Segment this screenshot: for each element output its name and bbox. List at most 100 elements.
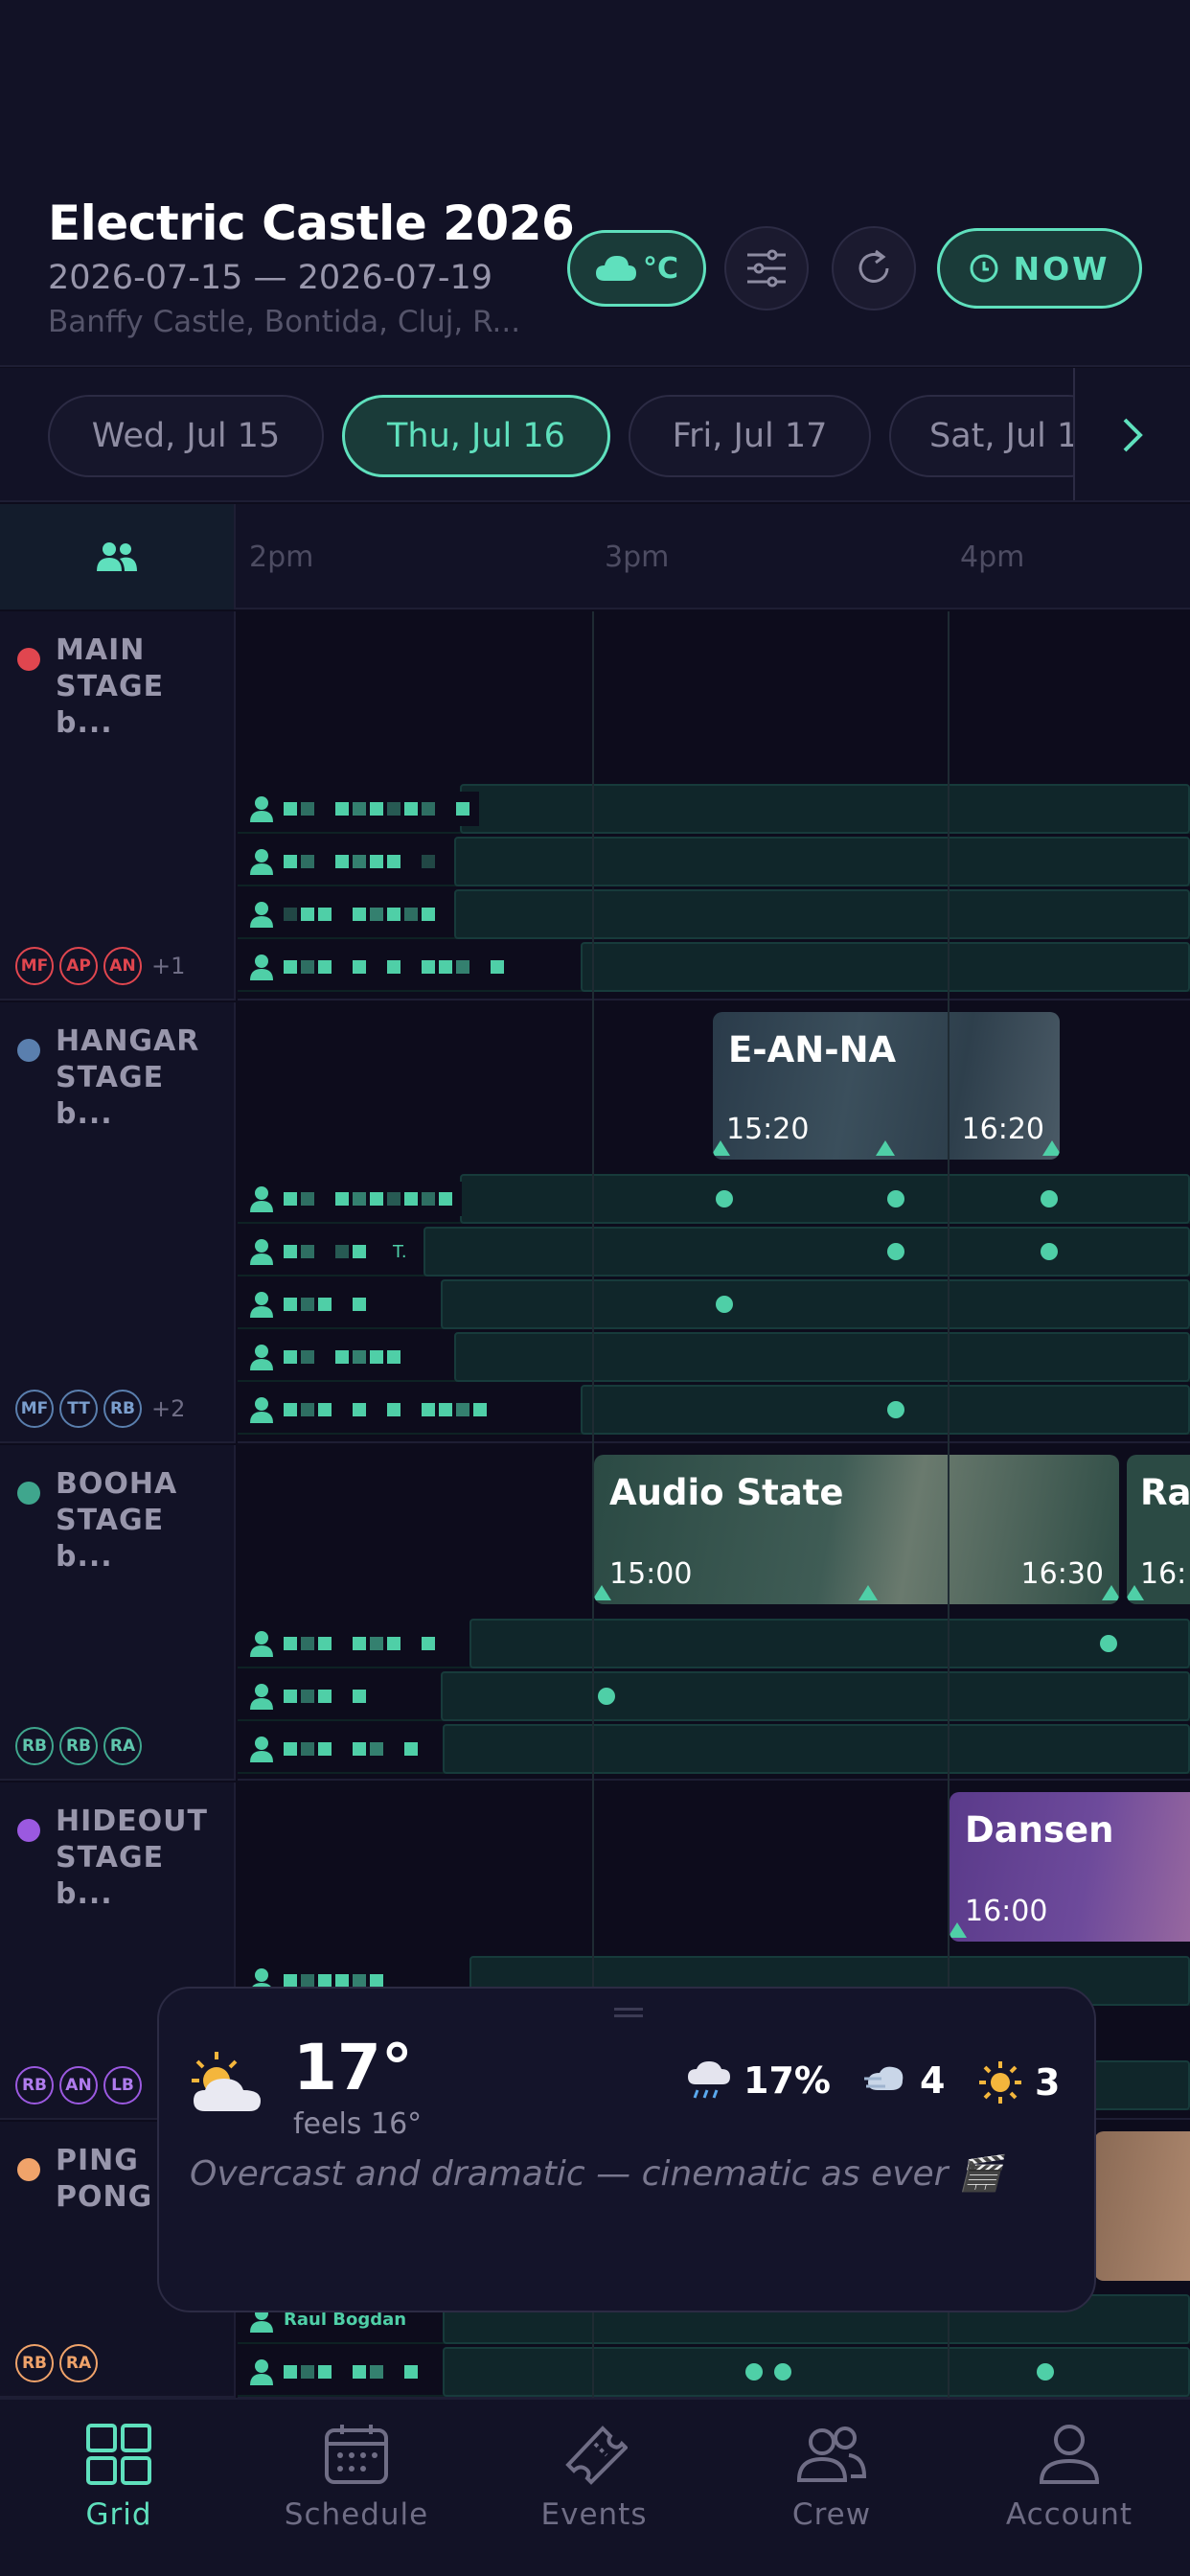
nav-grid[interactable]: Grid (0, 2423, 238, 2532)
weather-description: Overcast and dramatic — cinematic as eve… (190, 2154, 1002, 2194)
crew-badge: MF (15, 1390, 54, 1428)
crew-badge: AN (59, 2066, 98, 2104)
nav-account[interactable]: Account (950, 2423, 1188, 2532)
person-icon (250, 954, 273, 980)
person-icon (250, 1345, 273, 1370)
person-icon (250, 1186, 273, 1212)
crew-availability-bar (454, 1332, 1190, 1382)
crew-availability-bar (454, 889, 1190, 939)
stage-color-dot (17, 648, 40, 671)
cloud-icon (595, 256, 636, 281)
day-tab-sat[interactable]: Sat, Jul 18 (889, 395, 1110, 477)
crew-name-redacted (249, 897, 445, 932)
wind-icon (864, 2066, 904, 2090)
crew-name-redacted: T. (249, 1234, 417, 1269)
crew-row (238, 1174, 1190, 1224)
crew-availability-bar (423, 1227, 1190, 1276)
person-icon (250, 1631, 273, 1657)
event-end-time: 16:30 (1020, 1557, 1104, 1591)
crew-badge: AN (103, 947, 142, 985)
crew-name-redacted (249, 1392, 496, 1427)
crew-name-redacted (249, 1732, 427, 1766)
crew-row (238, 837, 1190, 886)
event-block-dansen[interactable]: Dansen 16:00 (950, 1792, 1190, 1942)
crew-badge: RB (59, 1727, 98, 1765)
event-name: Dansen (965, 1809, 1114, 1851)
person-icon (250, 1292, 273, 1318)
stage-row-main[interactable]: MAIN STAGE b... MF AP AN +1 (0, 611, 236, 1000)
crew-name-redacted (249, 1679, 376, 1714)
event-start-time: 15:20 (726, 1113, 810, 1146)
start-marker-icon (594, 1585, 611, 1600)
hour-gridline (592, 611, 594, 2398)
wind-speed: 4 (862, 2059, 945, 2102)
event-start-time: 16:00 (965, 1895, 1048, 1928)
crew-availability-bar (581, 942, 1190, 992)
crew-row (238, 1279, 1190, 1329)
crew-availability-bar (460, 784, 1190, 834)
crew-badge: RB (15, 1727, 54, 1765)
crew-toggle-button[interactable] (0, 504, 236, 610)
nav-crew[interactable]: Crew (713, 2423, 950, 2532)
stage-color-dot (17, 1039, 40, 1062)
weather-unit-toggle[interactable]: °C (567, 230, 706, 307)
crew-slot-dot (887, 1401, 904, 1418)
event-block-eanna[interactable]: E-AN-NA 15:20 16:20 (713, 1012, 1060, 1160)
ticket-icon (565, 2426, 629, 2485)
stage-row-hideout[interactable]: HIDEOUT STAGE b... RB AN LB (0, 1782, 236, 2120)
crew-slot-dot (1037, 2363, 1054, 2380)
stage-row-hangar[interactable]: HANGAR STAGE b... MF TT RB +2 (0, 1002, 236, 1443)
start-marker-icon (713, 1140, 730, 1156)
day-tab-fri[interactable]: Fri, Jul 17 (629, 395, 871, 477)
day-selector: Wed, Jul 15 Thu, Jul 16 Fri, Jul 17 Sat,… (0, 368, 1190, 502)
weather-card[interactable]: 17° feels 16° 17% 4 3 Overcast and drama… (157, 1987, 1096, 2312)
sliders-icon (747, 249, 786, 288)
next-days-button[interactable] (1073, 368, 1190, 500)
event-block-ping-pong[interactable] (1094, 2131, 1190, 2281)
account-icon (1039, 2425, 1100, 2484)
nav-events[interactable]: Events (475, 2423, 713, 2532)
drag-handle[interactable] (614, 2008, 643, 2017)
person-icon (250, 849, 273, 875)
hour-gridline (948, 611, 950, 2398)
event-block-audio-state[interactable]: Audio State 15:00 16:30 (594, 1455, 1119, 1604)
day-tab-thu[interactable]: Thu, Jul 16 (342, 395, 610, 477)
crew-slot-dot (716, 1190, 733, 1208)
bottom-navigation: Grid Schedule Events Crew Account (0, 2398, 1190, 2576)
crew-row: T. (238, 1227, 1190, 1276)
time-header: 2pm 3pm 4pm (0, 504, 1190, 610)
weather-temperature: 17° (293, 2031, 413, 2104)
person-icon (250, 1736, 273, 1762)
start-marker-icon (1127, 1585, 1144, 1600)
crew-badge: RB (15, 2344, 54, 2382)
festival-title: Electric Castle 2026 (48, 196, 575, 251)
stage-name-hideout: HIDEOUT STAGE b... (56, 1805, 208, 1911)
rain-value: 17% (744, 2059, 831, 2102)
festival-dates: 2026-07-15 — 2026-07-19 (48, 259, 493, 297)
stage-crew-badges: RB RB RA (15, 1727, 142, 1765)
day-tab-wed[interactable]: Wed, Jul 15 (48, 395, 324, 477)
crew-marker-icon (858, 1585, 878, 1600)
crew-slot-dot (887, 1243, 904, 1260)
crew-row (238, 1619, 1190, 1668)
weather-unit-label: °C (642, 251, 679, 286)
people-icon (97, 542, 137, 571)
person-icon (250, 902, 273, 928)
wind-value: 4 (920, 2059, 946, 2102)
crew-name-redacted (249, 1182, 462, 1216)
stage-crew-badges: MF AP AN +1 (15, 947, 185, 985)
stage-row-booha[interactable]: BOOHA STAGE b... RB RB RA (0, 1445, 236, 1781)
refresh-button[interactable] (832, 226, 916, 310)
crew-badge: RB (103, 1390, 142, 1428)
nav-label: Schedule (284, 2497, 429, 2532)
filter-button[interactable] (724, 226, 809, 310)
nav-schedule[interactable]: Schedule (238, 2423, 475, 2532)
rain-chance: 17% (686, 2059, 831, 2102)
now-button[interactable]: NOW (937, 228, 1142, 309)
end-marker-icon (1102, 1585, 1119, 1600)
stage-color-dot (17, 1482, 40, 1505)
end-marker-icon (1042, 1140, 1060, 1156)
event-block-next[interactable]: Ra 16: (1127, 1455, 1190, 1604)
stage-name-hangar: HANGAR STAGE b... (56, 1024, 200, 1131)
